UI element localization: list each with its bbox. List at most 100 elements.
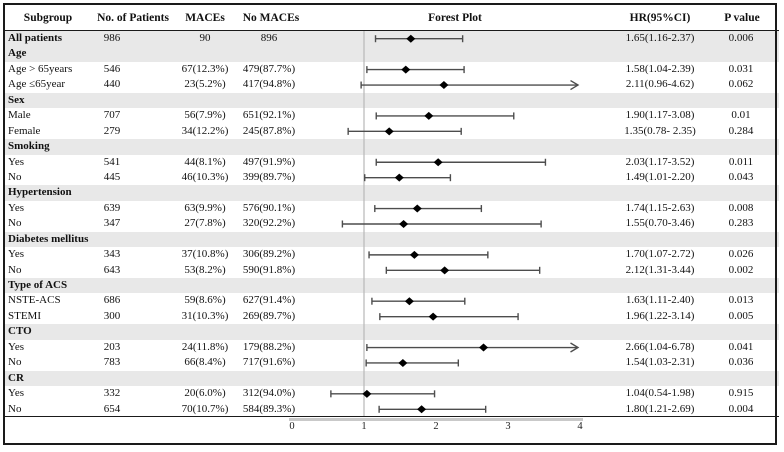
p-value: 0.043	[728, 170, 754, 183]
category-row: Diabetes mellitus	[5, 231, 779, 248]
row-label: NSTE-ACS	[8, 294, 61, 307]
table-row: Age > 65years 546 67(12.3%) 479(87.7%) 1.58(…	[5, 62, 779, 77]
p-value: 0.008	[728, 201, 754, 214]
x-axis-tick-label: 4	[577, 421, 583, 432]
row-label: Yes	[8, 201, 25, 214]
row-label: Diabetes mellitus	[8, 232, 89, 245]
category-row: Smoking	[5, 139, 779, 155]
table-row: Age ≤65year 440 23(5.2%) 417(94.8%) 2.11(0.9…	[5, 77, 779, 92]
patients-value: 203	[103, 340, 121, 353]
row-label: No	[8, 402, 22, 415]
table-row: No 445 46(10.3%) 399(89.7%) 1.49(1.01-2.20) 0…	[5, 170, 779, 185]
row-label: Yes	[8, 155, 25, 168]
maces-value: 24(11.8%)	[181, 340, 229, 353]
maces-value: 46(10.3%)	[181, 170, 229, 183]
no-maces-value: 417(94.8%)	[242, 78, 296, 91]
patients-value: 279	[103, 124, 121, 137]
maces-value: 66(8.4%)	[184, 356, 226, 369]
p-value: 0.004	[728, 402, 754, 415]
row-label: Smoking	[8, 140, 50, 153]
table-row: Yes 203 24(11.8%) 179(88.2%) 2.66(1.04-6.78)…	[5, 340, 779, 355]
table-row: Yes 343 37(10.8%) 306(89.2%) 1.70(1.07-2.72)…	[5, 247, 779, 262]
hr-ci-value: 1.55(0.70-3.46)	[625, 217, 695, 230]
table-row: STEMI 300 31(10.3%) 269(89.7%) 1.96(1.22-3.1…	[5, 309, 779, 324]
maces-value: 23(5.2%)	[184, 78, 226, 91]
x-axis-tick-label: 3	[505, 421, 511, 432]
no-maces-value: 179(88.2%)	[242, 340, 296, 353]
row-label: Male	[8, 109, 31, 122]
hr-ci-value: 1.35(0.78- 2.35)	[624, 124, 696, 137]
patients-value: 300	[103, 309, 121, 322]
p-value: 0.041	[728, 340, 754, 353]
category-row: Sex	[5, 92, 779, 109]
hr-ci-value: 1.90(1.17-3.08)	[625, 109, 695, 122]
hr-ci-value: 1.70(1.07-2.72)	[625, 248, 695, 261]
no-maces-value: 269(89.7%)	[242, 309, 296, 322]
hr-ci-value: 2.11(0.96-4.62)	[625, 78, 695, 91]
category-row: Hypertension	[5, 185, 779, 201]
table-row: All patients 986 90 896 1.65(1.16-2.37) 0.006	[5, 31, 779, 47]
column-header-subgroup: Subgroup	[23, 12, 73, 24]
patients-value: 347	[103, 217, 121, 230]
p-value: 0.01	[731, 109, 751, 122]
no-maces-value: 306(89.2%)	[242, 248, 296, 261]
patients-value: 445	[103, 170, 121, 183]
column-header-forest-plot: Forest Plot	[428, 12, 482, 24]
patients-value: 654	[103, 402, 121, 415]
maces-value: 20(6.0%)	[184, 387, 226, 400]
no-maces-value: 627(91.4%)	[242, 294, 296, 307]
no-maces-value: 590(91.8%)	[242, 263, 296, 276]
column-header-no-maces: No MACEs	[242, 12, 300, 24]
maces-value: 34(12.2%)	[181, 124, 229, 137]
row-label: All patients	[8, 32, 63, 44]
patients-value: 546	[103, 62, 121, 75]
patients-value: 343	[103, 248, 121, 261]
p-value: 0.036	[728, 356, 754, 369]
hr-ci-value: 1.65(1.16-2.37)	[625, 32, 695, 44]
maces-value: 63(9.9%)	[184, 201, 226, 214]
patients-value: 643	[103, 263, 121, 276]
patients-value: 639	[103, 201, 121, 214]
row-label: Age	[8, 47, 27, 60]
p-value: 0.284	[728, 124, 754, 137]
no-maces-value: 896	[260, 32, 278, 44]
hr-ci-value: 1.63(1.11-2.40)	[625, 294, 695, 307]
row-label: No	[8, 356, 22, 369]
hr-ci-value: 1.58(1.04-2.39)	[625, 62, 695, 75]
no-maces-value: 584(89.3%)	[242, 402, 296, 415]
table-row: No 783 66(8.4%) 717(91.6%) 1.54(1.03-2.31) 0.…	[5, 355, 779, 370]
row-label: Sex	[8, 93, 25, 106]
maces-value: 90	[199, 32, 211, 44]
patients-value: 440	[103, 78, 121, 91]
p-value: 0.915	[728, 387, 754, 400]
patients-value: 686	[103, 294, 121, 307]
row-label: Yes	[8, 340, 25, 353]
table-row: Male 707 56(7.9%) 651(92.1%) 1.90(1.17-3.08)…	[5, 108, 779, 123]
hr-ci-value: 1.54(1.03-2.31)	[625, 356, 695, 369]
row-label: No	[8, 263, 22, 276]
no-maces-value: 651(92.1%)	[242, 109, 296, 122]
row-label: Age ≤65year	[8, 78, 66, 91]
x-axis-tick-label: 1	[361, 421, 367, 432]
no-maces-value: 479(87.7%)	[242, 62, 296, 75]
hr-ci-value: 2.03(1.17-3.52)	[625, 155, 695, 168]
row-label: Age > 65years	[8, 62, 73, 75]
patients-value: 986	[103, 32, 121, 44]
x-axis-tick-label: 2	[433, 421, 439, 432]
p-value: 0.011	[728, 155, 754, 168]
maces-value: 67(12.3%)	[181, 62, 229, 75]
maces-value: 53(8.2%)	[184, 263, 226, 276]
patients-value: 541	[103, 155, 121, 168]
no-maces-value: 717(91.6%)	[242, 356, 296, 369]
category-row: CTO	[5, 324, 779, 340]
maces-value: 31(10.3%)	[181, 309, 229, 322]
table-row: NSTE-ACS 686 59(8.6%) 627(91.4%) 1.63(1.11-2…	[5, 293, 779, 308]
row-label: Yes	[8, 387, 25, 400]
p-value: 0.031	[728, 62, 754, 75]
maces-value: 59(8.6%)	[184, 294, 226, 307]
table-row: No 654 70(10.7%) 584(89.3%) 1.80(1.21-2.69) 0…	[5, 402, 779, 417]
table-row: No 347 27(7.8%) 320(92.2%) 1.55(0.70-3.46) 0.…	[5, 216, 779, 231]
patients-value: 783	[103, 356, 121, 369]
maces-value: 37(10.8%)	[181, 248, 229, 261]
